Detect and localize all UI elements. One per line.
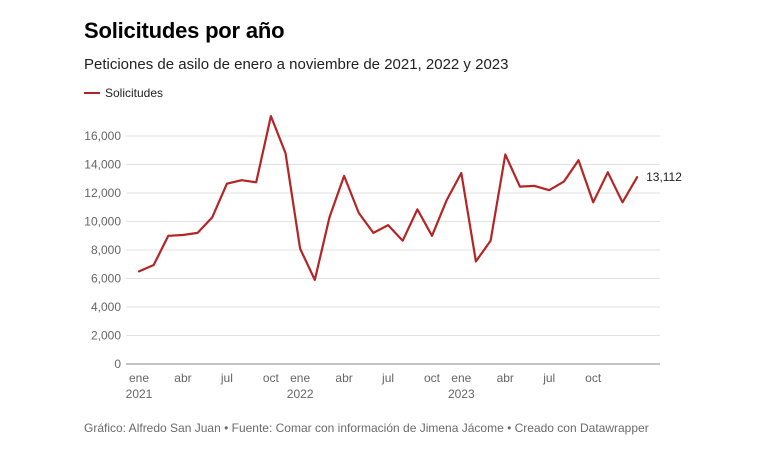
x-tick-label: jul bbox=[542, 371, 555, 385]
y-tick-label: 4,000 bbox=[91, 300, 121, 314]
y-tick-label: 14,000 bbox=[84, 158, 121, 172]
x-tick-label: oct bbox=[424, 371, 441, 385]
chart-subtitle: Peticiones de asilo de enero a noviembre… bbox=[84, 56, 509, 73]
x-tick-label: abr bbox=[497, 371, 514, 385]
x-tick-label: oct bbox=[263, 371, 280, 385]
y-tick-label: 10,000 bbox=[84, 215, 121, 229]
x-tick-year-label: 2021 bbox=[126, 387, 153, 401]
y-tick-label: 6,000 bbox=[91, 272, 121, 286]
legend-label: Solicitudes bbox=[105, 86, 164, 100]
x-tick-year-label: 2022 bbox=[287, 387, 314, 401]
x-tick-label: jul bbox=[220, 371, 233, 385]
chart-footer: Gráfico: Alfredo San Juan • Fuente: Coma… bbox=[84, 421, 649, 435]
end-value-label: 13,112 bbox=[646, 170, 682, 184]
y-tick-label: 0 bbox=[114, 357, 121, 371]
x-tick-label: abr bbox=[335, 371, 352, 385]
legend: Solicitudes bbox=[84, 86, 163, 100]
y-tick-label: 12,000 bbox=[84, 186, 121, 200]
y-tick-label: 2,000 bbox=[91, 329, 121, 343]
x-tick-label: jul bbox=[381, 371, 394, 385]
chart-title: Solicitudes por año bbox=[84, 18, 285, 43]
x-tick-label: ene bbox=[290, 371, 310, 385]
x-tick-label: oct bbox=[585, 371, 602, 385]
y-tick-label: 8,000 bbox=[91, 243, 121, 257]
x-tick-label: abr bbox=[174, 371, 191, 385]
x-tick-label: ene bbox=[451, 371, 471, 385]
x-tick-year-label: 2023 bbox=[448, 387, 475, 401]
series-line-solicitudes bbox=[137, 114, 639, 281]
y-tick-label: 16,000 bbox=[84, 129, 121, 143]
x-tick-label: ene bbox=[129, 371, 149, 385]
legend-swatch bbox=[84, 92, 100, 94]
